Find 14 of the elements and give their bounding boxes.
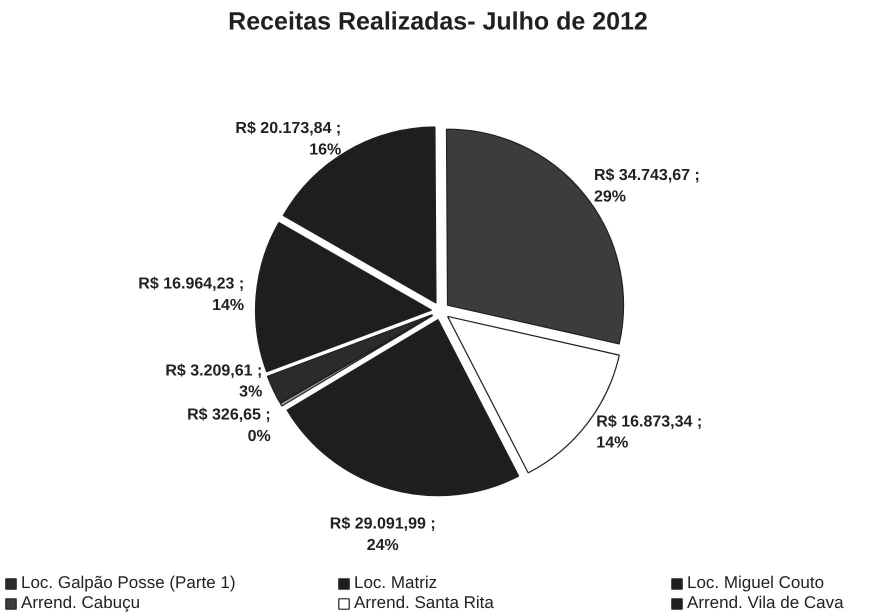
chart-title: Receitas Realizadas- Julho de 2012	[228, 8, 648, 36]
legend-label: Loc. Matriz	[354, 573, 438, 593]
data-label: R$ 16.964,23 ; 14%	[138, 276, 244, 314]
legend-label: Loc. Miguel Couto	[687, 573, 824, 593]
data-label: R$ 34.743,67 ; 29%	[594, 167, 700, 206]
legend-label: Arrend. Cabuçu	[21, 593, 140, 613]
data-label: R$ 326,65 ; 0%	[187, 406, 271, 445]
data-label: R$ 16.873,34 ; 14%	[596, 413, 702, 452]
legend-label: Loc. Galpão Posse (Parte 1)	[21, 573, 236, 593]
legend-label: Arrend. Vila de Cava	[687, 593, 844, 613]
data-label: R$ 29.091,99 ; 24%	[330, 516, 436, 554]
data-label: R$ 3.209,61 ; 3%	[165, 362, 262, 401]
legend-label: Arrend. Santa Rita	[354, 593, 494, 613]
data-label: R$ 20.173,84 ; 16%	[235, 120, 342, 158]
